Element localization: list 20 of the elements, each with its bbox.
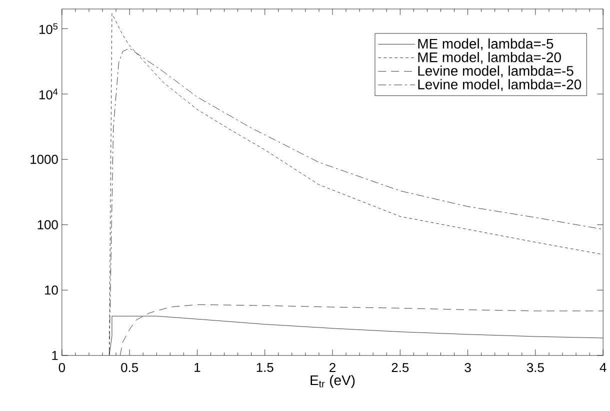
x-tick-label: 3.5: [526, 362, 544, 372]
x-tick-label: 3: [464, 362, 471, 372]
x-tick-label: 2: [330, 362, 336, 372]
y-tick-label: 10$^{5}$: [39, 23, 58, 34]
x-tick-label: 0: [58, 362, 66, 372]
legend-label: ME model, lambda=-5: [418, 38, 554, 50]
y-tick-label: 1000: [30, 154, 58, 164]
x-tick-label: 0.5: [121, 362, 138, 372]
x-tick-label: 1.5: [256, 362, 274, 372]
y-tick-label: 10: [44, 285, 58, 294]
y-tick-label: 1: [52, 350, 58, 360]
y-tick-label: 100: [38, 220, 58, 230]
x-tick-label: 4: [600, 362, 606, 372]
y-tick-label: 10$^{4}$: [39, 88, 58, 100]
x-tick-label: 2.5: [392, 362, 409, 372]
x-tick-label: 1: [194, 362, 200, 372]
x-axis-title: E$_{tr}$ (eV): [310, 374, 355, 388]
legend-label: Levine model, lambda=-20: [418, 78, 582, 91]
legend-label: Levine model, lambda=-5: [418, 65, 574, 78]
legend-label: ME model, lambda=-20: [418, 52, 561, 64]
